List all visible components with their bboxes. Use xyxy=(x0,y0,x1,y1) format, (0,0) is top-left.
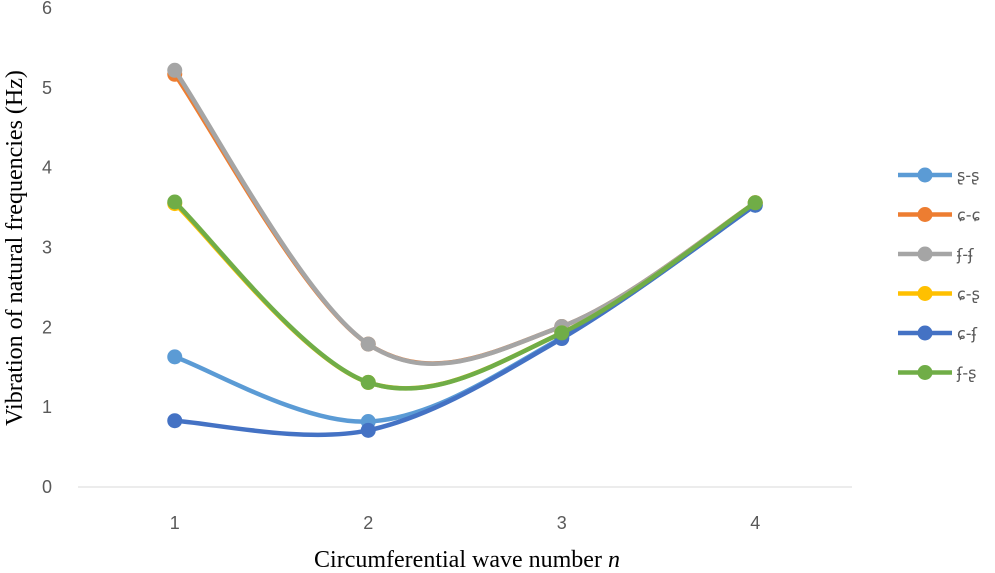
series-2 xyxy=(167,66,763,366)
data-point xyxy=(167,62,183,78)
data-point xyxy=(167,349,183,365)
legend-item: ɕ-ʂ xyxy=(898,285,980,304)
legend-marker xyxy=(917,167,933,183)
data-point xyxy=(360,422,376,438)
x-axis-ticks: 1 2 3 4 xyxy=(170,513,761,533)
legend-label: ʄ-ʂ xyxy=(956,364,976,383)
legend-marker xyxy=(917,246,933,262)
y-tick-label: 4 xyxy=(42,158,52,178)
legend: ʂ-ʂ ɕ-ɕ ʄ-ʄ ɕ-ʂ ɕ-ʄ ʄ-ʂ xyxy=(898,166,980,383)
legend-item: ʄ-ʂ xyxy=(898,364,976,383)
x-tick-label: 3 xyxy=(557,513,567,533)
legend-label: ɕ-ʂ xyxy=(957,285,980,304)
series-5 xyxy=(167,197,763,438)
x-tick-label: 2 xyxy=(363,513,373,533)
y-axis-title: Vibration of natural frequencies (Hz) xyxy=(2,70,28,426)
y-tick-label: 5 xyxy=(42,78,52,98)
series-layer xyxy=(167,62,763,438)
legend-marker xyxy=(917,325,933,341)
x-axis-title: Circumferential wave number n xyxy=(314,547,620,573)
legend-marker xyxy=(917,207,933,222)
series-line xyxy=(172,199,758,391)
legend-marker xyxy=(917,365,933,380)
data-point xyxy=(747,195,763,211)
data-point xyxy=(360,336,376,352)
legend-item: ɕ-ʄ xyxy=(898,324,978,343)
legend-label: ɕ-ʄ xyxy=(957,324,978,343)
legend-label: ɕ-ɕ xyxy=(957,206,980,225)
series-3 xyxy=(167,62,763,367)
legend-item: ʄ-ʄ xyxy=(898,245,974,264)
y-tick-label: 6 xyxy=(42,0,52,18)
legend-item: ɕ-ɕ xyxy=(898,206,980,225)
legend-item: ʂ-ʂ xyxy=(898,166,979,185)
y-tick-label: 1 xyxy=(42,397,52,417)
x-axis-title-variable: n xyxy=(608,547,620,573)
series-line xyxy=(172,202,758,424)
legend-label: ʄ-ʄ xyxy=(956,245,974,264)
legend-marker xyxy=(917,286,933,301)
x-tick-label: 4 xyxy=(750,513,760,533)
data-point xyxy=(167,194,183,210)
series-line xyxy=(172,72,758,366)
y-tick-label: 0 xyxy=(42,477,52,497)
data-point xyxy=(167,413,183,429)
x-axis-title-text: Circumferential wave number xyxy=(314,547,602,573)
legend-label: ʂ-ʂ xyxy=(957,166,979,185)
y-tick-label: 2 xyxy=(42,317,52,337)
y-axis-ticks: 0 1 2 3 4 5 6 xyxy=(42,0,52,497)
data-point xyxy=(360,374,376,390)
x-tick-label: 1 xyxy=(170,513,180,533)
data-point xyxy=(554,325,570,341)
series-6 xyxy=(167,194,763,391)
y-tick-label: 3 xyxy=(42,238,52,258)
series-line xyxy=(172,202,758,438)
